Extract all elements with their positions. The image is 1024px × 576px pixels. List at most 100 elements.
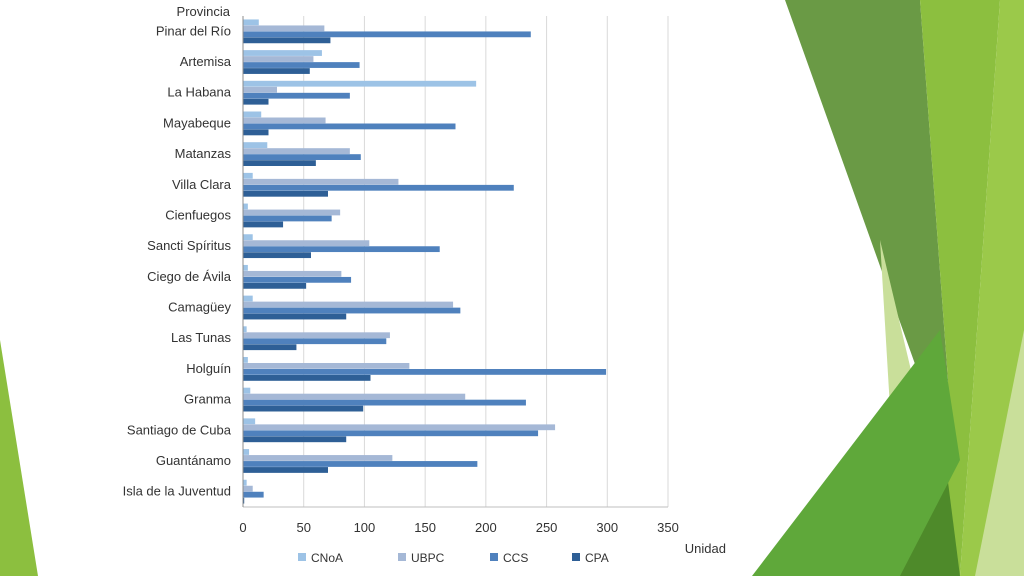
tick-labels: 0 50 100 150 200 250 300 350: [239, 520, 678, 535]
bar-ccs: [243, 399, 526, 406]
category-label: Granma: [184, 392, 232, 407]
x-tick-label: 350: [657, 520, 679, 535]
bar-ccs: [243, 430, 539, 437]
bar-cpa: [243, 190, 328, 197]
x-tick-label: 50: [296, 520, 310, 535]
value-axis-title: Unidad: [685, 541, 726, 556]
bar-cpa: [243, 37, 331, 44]
legend-label: CCS: [503, 551, 528, 565]
legend-swatch: [572, 553, 580, 561]
bar-ubpc: [243, 270, 342, 277]
bar-ubpc: [243, 332, 390, 339]
bar-cnoa: [243, 326, 247, 333]
x-tick-label: 300: [596, 520, 618, 535]
bar-cpa: [243, 252, 311, 259]
bar-cnoa: [243, 142, 268, 148]
category-label: Isla de la Juventud: [123, 484, 231, 499]
bar-cnoa: [243, 479, 247, 486]
category-label: Camagüey: [168, 300, 231, 315]
bar-ccs: [243, 123, 456, 130]
bar-cpa: [243, 68, 310, 74]
bar-cnoa: [243, 80, 477, 87]
category-label: Mayabeque: [163, 115, 231, 130]
bar-ubpc: [243, 56, 314, 62]
bar-ubpc: [243, 485, 253, 492]
category-label: Las Tunas: [171, 330, 231, 345]
legend: CNoA UBPC CCS CPA: [298, 551, 609, 565]
bar-cpa: [243, 375, 371, 381]
x-tick-label: 0: [239, 520, 246, 535]
bar-cnoa: [243, 50, 322, 56]
deco-shape-right-6: [752, 330, 960, 576]
bar-cpa: [243, 497, 245, 504]
deco-shape-right-2: [920, 0, 1000, 576]
bar-cpa: [243, 98, 269, 105]
bar-ccs: [243, 369, 607, 375]
bar-ccs: [243, 62, 360, 68]
bar-cnoa: [243, 203, 248, 210]
category-label: La Habana: [167, 85, 231, 100]
bar-ccs: [243, 184, 514, 191]
bar-cnoa: [243, 111, 262, 118]
category-axis-title: Provincia: [177, 4, 231, 19]
x-tick-label: 150: [414, 520, 436, 535]
bar-ccs: [243, 215, 332, 222]
bar-ccs: [243, 154, 361, 160]
bar-cpa: [243, 221, 284, 228]
bar-cpa: [243, 467, 328, 473]
category-label: Holguín: [186, 361, 231, 376]
bar-cnoa: [243, 295, 253, 302]
legend-label: CPA: [585, 551, 609, 565]
legend-label: CNoA: [311, 551, 343, 565]
bar-cpa: [243, 344, 297, 351]
bar-cnoa: [243, 418, 256, 425]
bar-cpa: [243, 405, 364, 412]
bar-ubpc: [243, 25, 325, 32]
deco-shape-left: [0, 340, 38, 576]
bar-ubpc: [243, 86, 277, 93]
bar-cnoa: [243, 357, 248, 363]
category-labels: Pinar del Río Artemisa La Habana Mayabeque M…: [123, 23, 232, 498]
bar-cnoa: [243, 449, 250, 455]
category-label: Matanzas: [175, 146, 232, 161]
deco-shape-right-7: [975, 330, 1024, 576]
category-label: Guantánamo: [156, 453, 231, 468]
bar-cpa: [243, 282, 307, 289]
bar-cpa: [243, 160, 316, 166]
bar-ccs: [243, 491, 264, 498]
category-label: Ciego de Ávila: [147, 269, 232, 284]
bar-cnoa: [243, 234, 253, 241]
bar-cpa: [243, 129, 269, 136]
bar-ccs: [243, 246, 440, 253]
x-tick-label: 100: [354, 520, 376, 535]
bar-cnoa: [243, 172, 253, 179]
bar-cpa: [243, 436, 347, 443]
bar-ubpc: [243, 148, 350, 154]
bar-ccs: [243, 92, 350, 99]
bar-ccs: [243, 461, 478, 467]
legend-swatch: [298, 553, 306, 561]
bar-ccs: [243, 307, 461, 314]
x-tick-label: 250: [536, 520, 558, 535]
x-tick-label: 200: [475, 520, 497, 535]
category-label: Villa Clara: [172, 177, 232, 192]
bar-ubpc: [243, 178, 399, 185]
bar-ubpc: [243, 209, 341, 216]
legend-swatch: [398, 553, 406, 561]
category-label: Santiago de Cuba: [127, 422, 232, 437]
bar-ubpc: [243, 424, 556, 431]
category-label: Cienfuegos: [165, 207, 231, 222]
legend-label: UBPC: [411, 551, 445, 565]
deco-shape-right-1: [785, 0, 948, 420]
bar-ubpc: [243, 117, 326, 124]
chart-panel: [105, 0, 735, 576]
bar-ccs: [243, 31, 531, 38]
bar-cnoa: [243, 19, 259, 26]
bar-ubpc: [243, 393, 466, 400]
bar-cnoa: [243, 387, 251, 394]
bar-cpa: [243, 313, 347, 320]
bar-group: [243, 19, 607, 504]
bar-ubpc: [243, 363, 410, 369]
